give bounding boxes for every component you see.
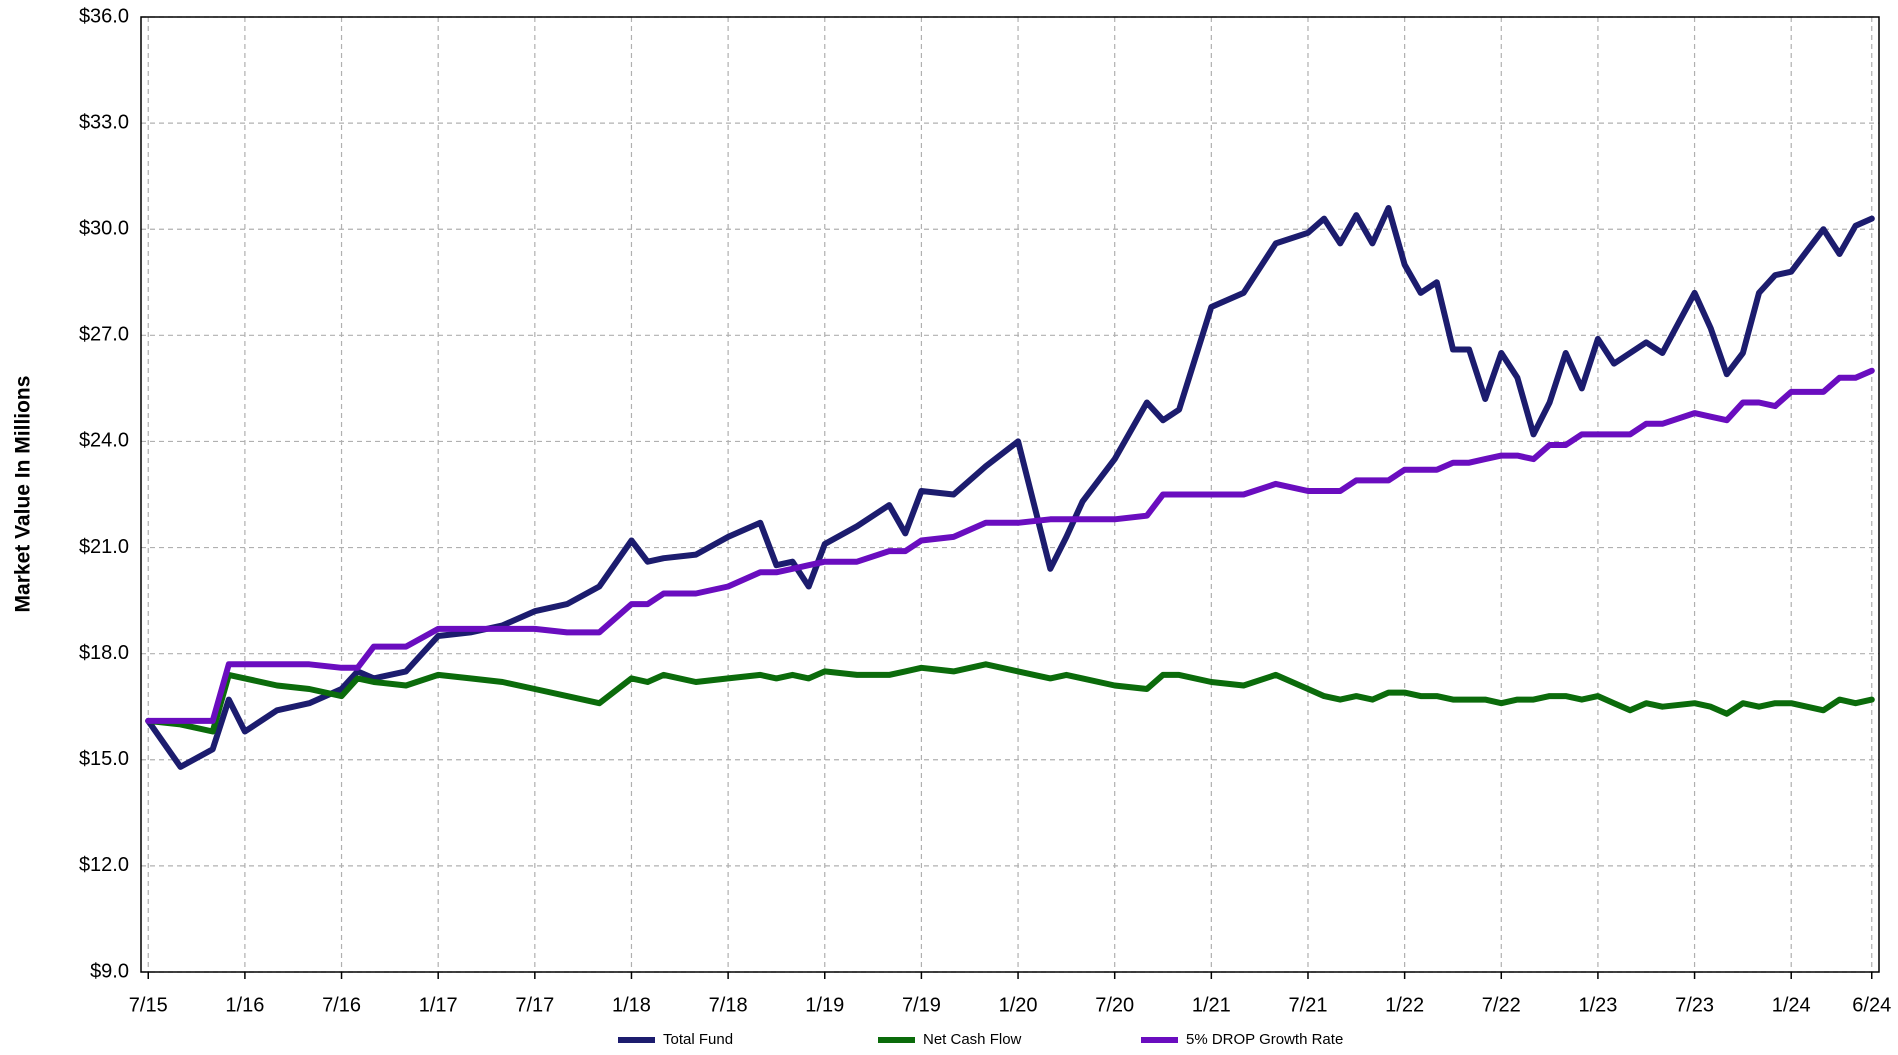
plot-frame	[140, 16, 1880, 973]
x-tick-label: 1/19	[805, 994, 844, 1016]
series-line	[145, 367, 1875, 724]
y-tick-label: $18.0	[79, 642, 129, 664]
x-tick-label: 7/22	[1482, 994, 1521, 1016]
y-tick-label: $33.0	[79, 111, 129, 133]
x-tick-label: 1/22	[1385, 994, 1424, 1016]
x-tick-label: 7/15	[129, 994, 168, 1016]
x-tick-label: 7/17	[515, 994, 554, 1016]
y-tick-label: $12.0	[79, 854, 129, 876]
y-tick-label: $15.0	[79, 748, 129, 770]
x-tick-label: 7/21	[1289, 994, 1328, 1016]
y-tick-label: $30.0	[79, 218, 129, 240]
x-tick-label: 7/16	[322, 994, 361, 1016]
series-line	[145, 661, 1875, 735]
legend-label: Net Cash Flow	[923, 1031, 1022, 1048]
x-tick-label: 7/20	[1095, 994, 1134, 1016]
y-tick-label: $36.0	[79, 5, 129, 27]
y-tick-label: $27.0	[79, 324, 129, 346]
x-tick-label: 1/17	[419, 994, 458, 1016]
x-tick-label: 1/20	[999, 994, 1038, 1016]
y-axis-label: Market Value In Millions	[12, 376, 35, 613]
x-tick-label: 7/23	[1675, 994, 1714, 1016]
y-tick-label: $24.0	[79, 430, 129, 452]
x-tick-label: 1/21	[1192, 994, 1231, 1016]
x-tick-label: 7/18	[709, 994, 748, 1016]
legend-label: 5% DROP Growth Rate	[1186, 1031, 1343, 1048]
x-tick-label: 1/16	[225, 994, 264, 1016]
y-tick-label: $9.0	[90, 960, 129, 982]
x-tick-label: 1/23	[1578, 994, 1617, 1016]
legend-label: Total Fund	[663, 1031, 733, 1048]
x-tick-label: 1/24	[1772, 994, 1811, 1016]
y-tick-label: $21.0	[79, 536, 129, 558]
x-tick-label: 1/18	[612, 994, 651, 1016]
x-tick-label: 7/19	[902, 994, 941, 1016]
x-tick-label: 6/24	[1852, 994, 1891, 1016]
